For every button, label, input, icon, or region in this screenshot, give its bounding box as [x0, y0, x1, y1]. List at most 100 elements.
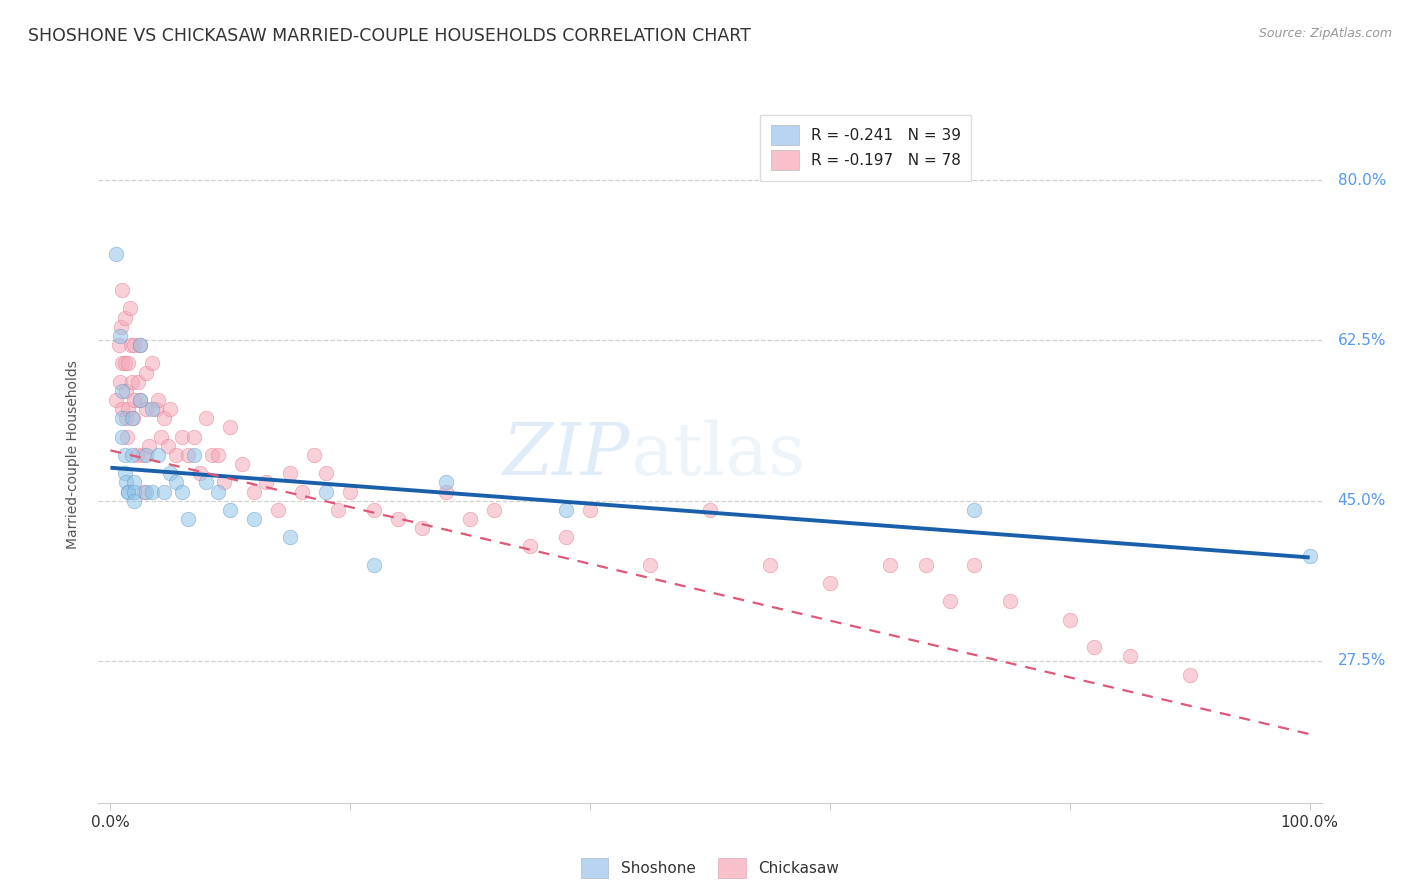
Point	[135, 366, 157, 380]
Point	[114, 467, 136, 481]
Point	[124, 392, 146, 407]
Point	[111, 402, 134, 417]
Point	[165, 475, 187, 490]
Point	[132, 448, 155, 462]
Point	[114, 356, 136, 370]
Point	[117, 402, 139, 417]
Point	[998, 594, 1021, 608]
Point	[149, 429, 172, 443]
Point	[177, 512, 200, 526]
Point	[304, 448, 326, 462]
Text: 62.5%: 62.5%	[1337, 333, 1386, 348]
Point	[135, 448, 157, 462]
Point	[195, 475, 218, 490]
Point	[117, 484, 139, 499]
Point	[124, 338, 146, 352]
Point	[818, 576, 841, 591]
Point	[482, 503, 505, 517]
Point	[135, 402, 157, 417]
Point	[278, 467, 301, 481]
Point	[105, 392, 128, 407]
Point	[141, 356, 163, 370]
Point	[434, 475, 457, 490]
Point	[120, 338, 142, 352]
Point	[124, 493, 146, 508]
Text: SHOSHONE VS CHICKASAW MARRIED-COUPLE HOUSEHOLDS CORRELATION CHART: SHOSHONE VS CHICKASAW MARRIED-COUPLE HOU…	[28, 27, 751, 45]
Point	[519, 540, 541, 554]
Point	[121, 375, 143, 389]
Point	[254, 475, 277, 490]
Point	[1178, 667, 1201, 681]
Point	[148, 448, 170, 462]
Point	[111, 411, 134, 425]
Point	[315, 467, 337, 481]
Point	[963, 558, 986, 572]
Point	[111, 283, 134, 297]
Point	[111, 356, 134, 370]
Point	[207, 448, 229, 462]
Point	[434, 484, 457, 499]
Point	[555, 530, 578, 544]
Point	[105, 246, 128, 260]
Text: 45.0%: 45.0%	[1337, 493, 1386, 508]
Point	[387, 512, 409, 526]
Text: 80.0%: 80.0%	[1337, 173, 1386, 188]
Point	[699, 503, 721, 517]
Point	[108, 338, 129, 352]
Point	[129, 338, 152, 352]
Point	[124, 484, 146, 499]
Point	[145, 402, 167, 417]
Point	[135, 484, 157, 499]
Point	[129, 392, 152, 407]
Point	[138, 439, 160, 453]
Point	[108, 329, 131, 343]
Point	[1119, 649, 1142, 664]
Point	[963, 503, 986, 517]
Point	[118, 301, 141, 316]
Point	[458, 512, 481, 526]
Point	[267, 503, 290, 517]
Point	[328, 503, 350, 517]
Point	[243, 484, 266, 499]
Point	[111, 384, 134, 398]
Point	[129, 392, 152, 407]
Point	[165, 448, 187, 462]
Point	[879, 558, 901, 572]
Y-axis label: Married-couple Households: Married-couple Households	[66, 360, 80, 549]
Point	[759, 558, 782, 572]
Point	[915, 558, 938, 572]
Point	[111, 429, 134, 443]
Point	[177, 448, 200, 462]
Point	[148, 392, 170, 407]
Point	[278, 530, 301, 544]
Point	[153, 411, 176, 425]
Point	[172, 484, 194, 499]
Text: 27.5%: 27.5%	[1337, 654, 1386, 668]
Point	[363, 503, 385, 517]
Point	[188, 467, 211, 481]
Point	[122, 411, 145, 425]
Point	[110, 319, 132, 334]
Point	[638, 558, 661, 572]
Point	[115, 475, 138, 490]
Point	[108, 375, 131, 389]
Point	[141, 402, 163, 417]
Point	[339, 484, 361, 499]
Point	[114, 310, 136, 325]
Point	[117, 484, 139, 499]
Point	[201, 448, 224, 462]
Point	[243, 512, 266, 526]
Point	[1298, 549, 1320, 563]
Point	[115, 384, 138, 398]
Point	[315, 484, 337, 499]
Point	[207, 484, 229, 499]
Point	[153, 484, 176, 499]
Point	[1083, 640, 1105, 655]
Point	[114, 448, 136, 462]
Point	[231, 457, 253, 471]
Point	[363, 558, 385, 572]
Point	[159, 467, 181, 481]
Legend: Shoshone, Chickasaw: Shoshone, Chickasaw	[574, 851, 846, 886]
Point	[1059, 613, 1081, 627]
Point	[219, 420, 242, 434]
